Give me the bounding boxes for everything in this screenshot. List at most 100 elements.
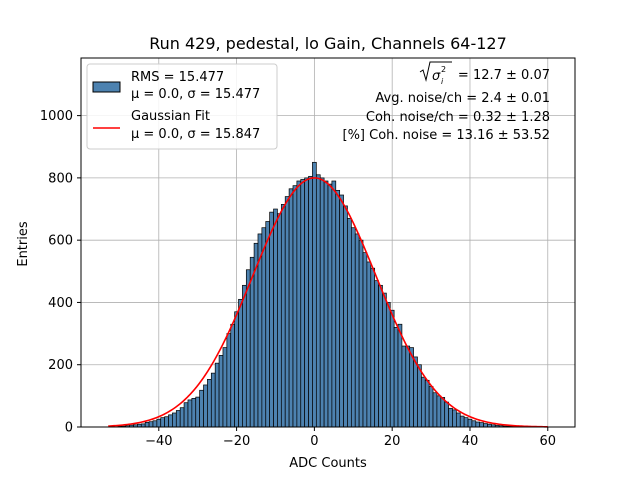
histogram-bar	[374, 280, 379, 428]
histogram-bar	[397, 323, 403, 428]
sqrt-sigma-symbol: σ i 2	[419, 61, 452, 86]
histogram-bar	[183, 402, 189, 428]
histogram-bar	[347, 218, 352, 428]
histogram-bar	[214, 362, 220, 428]
histogram-bar	[413, 356, 418, 428]
x-axis-label: ADC Counts	[289, 456, 367, 471]
histogram-bar	[156, 418, 162, 428]
histogram-bar	[366, 261, 372, 428]
histogram-bar	[210, 372, 216, 428]
histogram-bar	[175, 410, 181, 428]
histogram-bar	[148, 421, 154, 428]
histogram-bar	[312, 161, 317, 428]
histogram-bar	[245, 269, 251, 428]
histogram-bar	[280, 204, 286, 428]
histogram-bar	[382, 292, 387, 428]
histogram-bar	[323, 180, 329, 428]
histogram-bar	[304, 177, 309, 428]
legend-detail-fit: μ = 0.0, σ = 15.847	[131, 127, 260, 142]
legend-swatch-histogram	[92, 81, 121, 93]
histogram-bar	[331, 180, 337, 428]
y-tick-label: 200	[48, 358, 73, 373]
svg-text:σ: σ	[432, 69, 441, 84]
histogram-bar	[269, 211, 274, 428]
x-tick-label: −40	[145, 434, 172, 449]
histogram-bar	[436, 395, 442, 428]
histogram-bar	[238, 298, 243, 428]
histogram-bar	[218, 355, 224, 428]
legend-label-fit: Gaussian Fit	[131, 109, 210, 124]
histogram-bar	[195, 396, 200, 428]
histogram-bar	[370, 267, 376, 428]
histogram-bar	[179, 407, 185, 428]
histogram-bar	[226, 333, 232, 428]
histogram-bars	[117, 161, 531, 428]
histogram-bar	[335, 189, 341, 428]
legend: RMS = 15.477 μ = 0.0, σ = 15.477 Gaussia…	[86, 63, 278, 150]
histogram-bar	[277, 213, 282, 428]
x-tick-label: 20	[384, 434, 401, 449]
histogram-bar	[456, 412, 461, 428]
histogram-bar	[168, 414, 173, 428]
histogram-bar	[315, 174, 321, 428]
histogram-bar	[300, 179, 306, 428]
histogram-bar	[389, 309, 395, 428]
histogram-bar	[319, 177, 325, 428]
histogram-bar	[452, 409, 457, 428]
histogram-bar	[207, 379, 212, 428]
histogram-bar	[327, 183, 333, 428]
histogram-bar	[428, 386, 434, 428]
histogram-bar	[339, 194, 344, 428]
x-tick-label: 0	[310, 434, 318, 449]
histogram-bar	[463, 417, 469, 428]
histogram-bar	[234, 311, 239, 428]
histogram-bar	[354, 233, 360, 428]
histogram-bar	[164, 416, 169, 428]
histogram-bar	[471, 420, 477, 428]
histogram-bar	[265, 221, 271, 428]
histogram-bar	[432, 392, 438, 428]
histogram-bar	[230, 323, 235, 428]
histogram-bar	[424, 379, 430, 428]
histogram-bar	[393, 327, 399, 428]
histogram-bar	[160, 417, 165, 428]
x-tick-label: 40	[462, 434, 479, 449]
annotation-avg-noise: Avg. noise/ch = 2.4 ± 0.01	[375, 91, 550, 106]
histogram-bar	[292, 185, 298, 428]
y-tick-label: 600	[48, 234, 73, 249]
legend-box	[86, 63, 278, 150]
histogram-bar	[350, 227, 356, 428]
svg-text:i: i	[441, 77, 444, 86]
svg-text:2: 2	[441, 65, 446, 74]
histogram-bar	[191, 398, 197, 428]
histogram-bar	[358, 239, 364, 428]
histogram-bar	[421, 376, 426, 428]
histogram-bar	[362, 252, 368, 428]
histogram-bar	[222, 347, 228, 428]
y-tick-label: 1000	[40, 109, 73, 124]
annotation-coh-noise-percent: [%] Coh. noise = 13.16 ± 53.52	[343, 128, 551, 143]
histogram-bar	[378, 284, 383, 428]
plot-frame	[80, 57, 576, 428]
histogram-bar	[385, 302, 391, 428]
histogram-bar	[288, 188, 294, 428]
y-axis-label: Entries	[16, 221, 31, 267]
x-axis-ticks: −40 −20 0 20 40 60	[145, 427, 556, 449]
histogram-bar	[187, 399, 193, 428]
x-tick-label: −20	[223, 434, 250, 449]
histogram-bar	[308, 175, 313, 428]
histogram-bar	[203, 384, 208, 428]
histogram-bar	[475, 421, 481, 428]
y-tick-label: 800	[48, 171, 73, 186]
histogram-bar	[467, 418, 473, 428]
histogram-bar	[401, 345, 407, 428]
histogram-bar	[343, 205, 348, 428]
histogram-bar	[261, 227, 267, 428]
histogram-bar	[284, 196, 290, 428]
histogram-bar	[448, 407, 453, 428]
histogram-bar	[459, 415, 465, 428]
histogram-bar	[417, 364, 422, 428]
legend-label-rms: RMS = 15.477	[131, 70, 224, 85]
y-tick-label: 400	[48, 296, 73, 311]
histogram-bar	[172, 412, 177, 428]
